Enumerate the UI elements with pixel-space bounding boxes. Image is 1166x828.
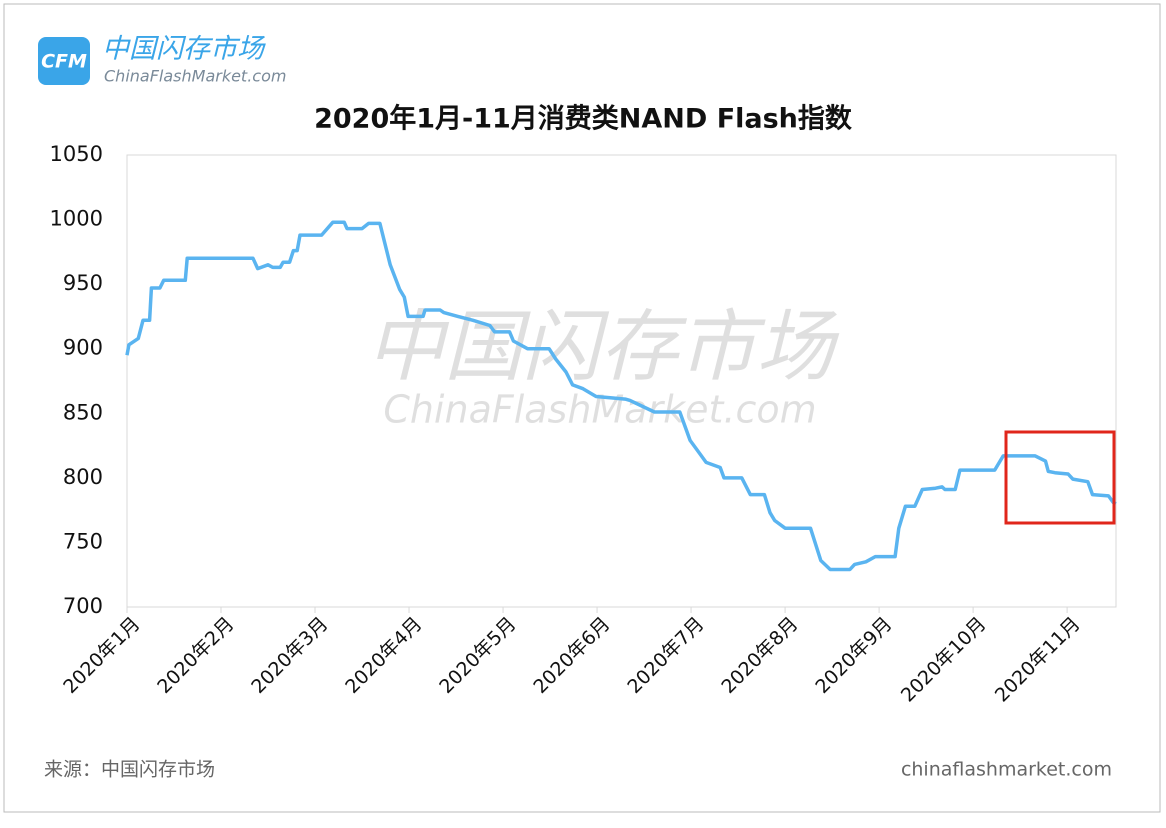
y-tick-label: 850 [63,400,103,424]
logo-name: 中国闪存市场 [102,34,266,65]
y-tick-label: 700 [63,594,103,618]
logo-box [38,37,90,85]
frame [3,3,1161,813]
y-tick-label: 1050 [50,142,103,166]
source: 来源：中国闪存市场 [44,759,215,781]
logo-mark: CFM [41,51,87,73]
watermark-name: 中国闪存市场 [366,302,840,392]
watermark-site: ChinaFlashMarket.com [383,388,816,432]
y-tick-label: 950 [63,271,103,295]
logo-site: ChinaFlashMarket.com [104,67,286,86]
chart-title: 2020年1月-11月消费类NAND Flash指数 [314,103,853,135]
y-tick-label: 800 [63,465,103,489]
y-tick-label: 750 [63,529,103,553]
line [125,220,1117,572]
y-tick-label: 1000 [50,207,103,231]
y-tick-label: 900 [63,336,103,360]
highlight-box [1004,430,1116,525]
footer-site: chinaflashmarket.com [901,759,1112,781]
